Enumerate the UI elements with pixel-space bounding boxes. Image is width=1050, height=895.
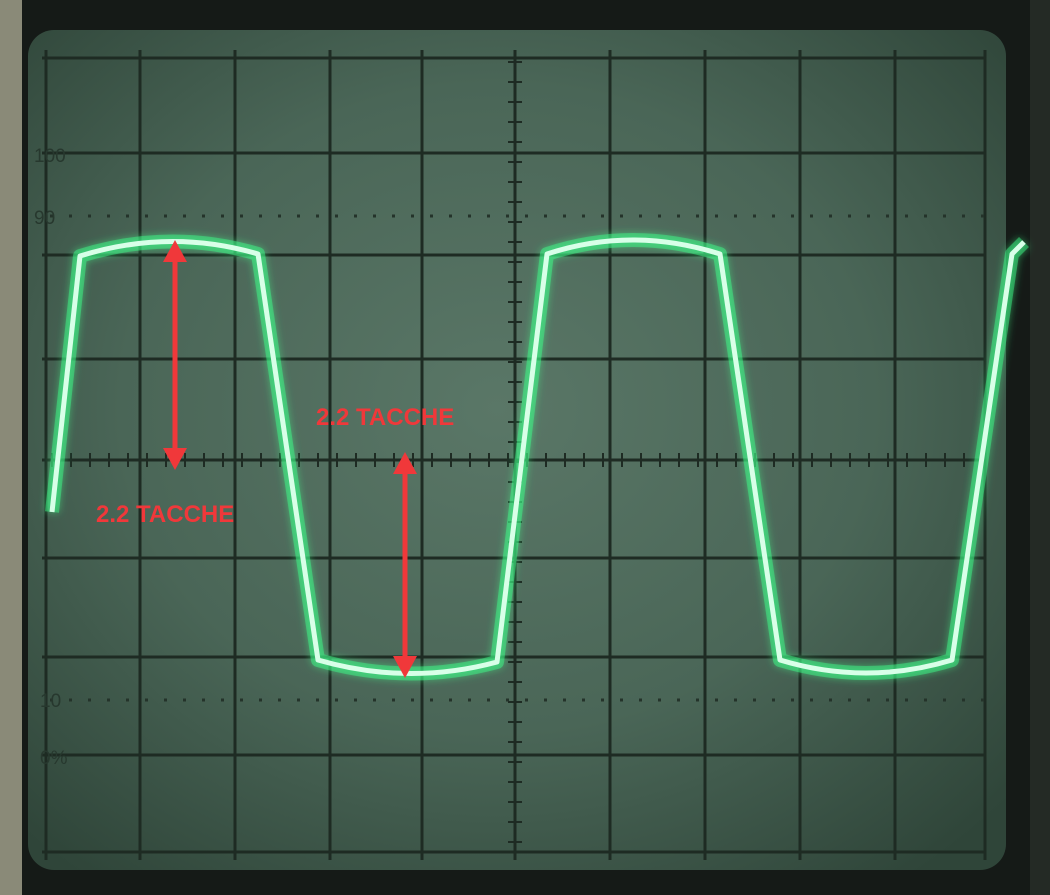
label-0-pct: 0%: [40, 748, 68, 769]
annotation-label-bottom-pulse: 2.2 TACCHE: [316, 404, 454, 431]
bezel-left-strip: [0, 0, 22, 895]
annotation-label-top-pulse: 2.2 TACCHE: [96, 501, 234, 528]
label-10: 10: [40, 691, 61, 712]
label-100: 100: [34, 146, 66, 167]
square-wave-trace: [49, 237, 1026, 676]
graticule-percent-labels: 100 90 10 0%: [34, 146, 68, 769]
annotation-arrow-top: [163, 240, 187, 470]
label-90: 90: [34, 208, 55, 229]
bezel-right-strip: [1030, 0, 1050, 895]
annotation-arrow-bottom: [393, 452, 417, 678]
dotted-reference-lines: [50, 214, 985, 702]
